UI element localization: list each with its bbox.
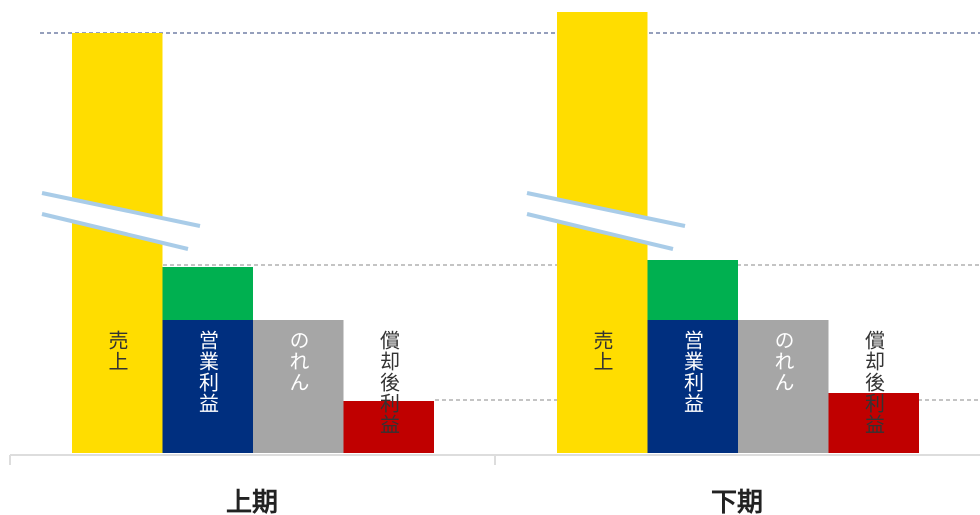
bar-goodwill-add <box>162 267 253 320</box>
group-label: 下期 <box>710 488 764 515</box>
bar-label: 売上 <box>590 330 614 372</box>
bar-goodwill <box>738 320 829 453</box>
bar-label: 償却後利益 <box>376 330 401 435</box>
bar-net <box>828 393 919 453</box>
bar-label: 営業利益 <box>195 330 220 414</box>
break-line <box>526 212 674 251</box>
break-line <box>526 191 686 228</box>
bar-label: のれん <box>771 330 795 393</box>
bar-goodwill-add <box>647 260 738 320</box>
break-line <box>41 212 189 251</box>
bar-label: のれん <box>286 330 310 393</box>
bar-goodwill <box>253 320 344 453</box>
bar-label: 営業利益 <box>680 330 705 414</box>
bar-sales <box>72 33 163 453</box>
break-line <box>41 191 201 228</box>
bar-label: 償却後利益 <box>861 330 886 435</box>
break-gap <box>527 193 685 249</box>
bar-label: 売上 <box>105 330 129 372</box>
bar-operating <box>162 320 253 453</box>
bar-net <box>343 401 434 453</box>
break-gap <box>42 193 200 249</box>
group-label: 上期 <box>225 488 279 515</box>
bar-operating <box>647 320 738 453</box>
